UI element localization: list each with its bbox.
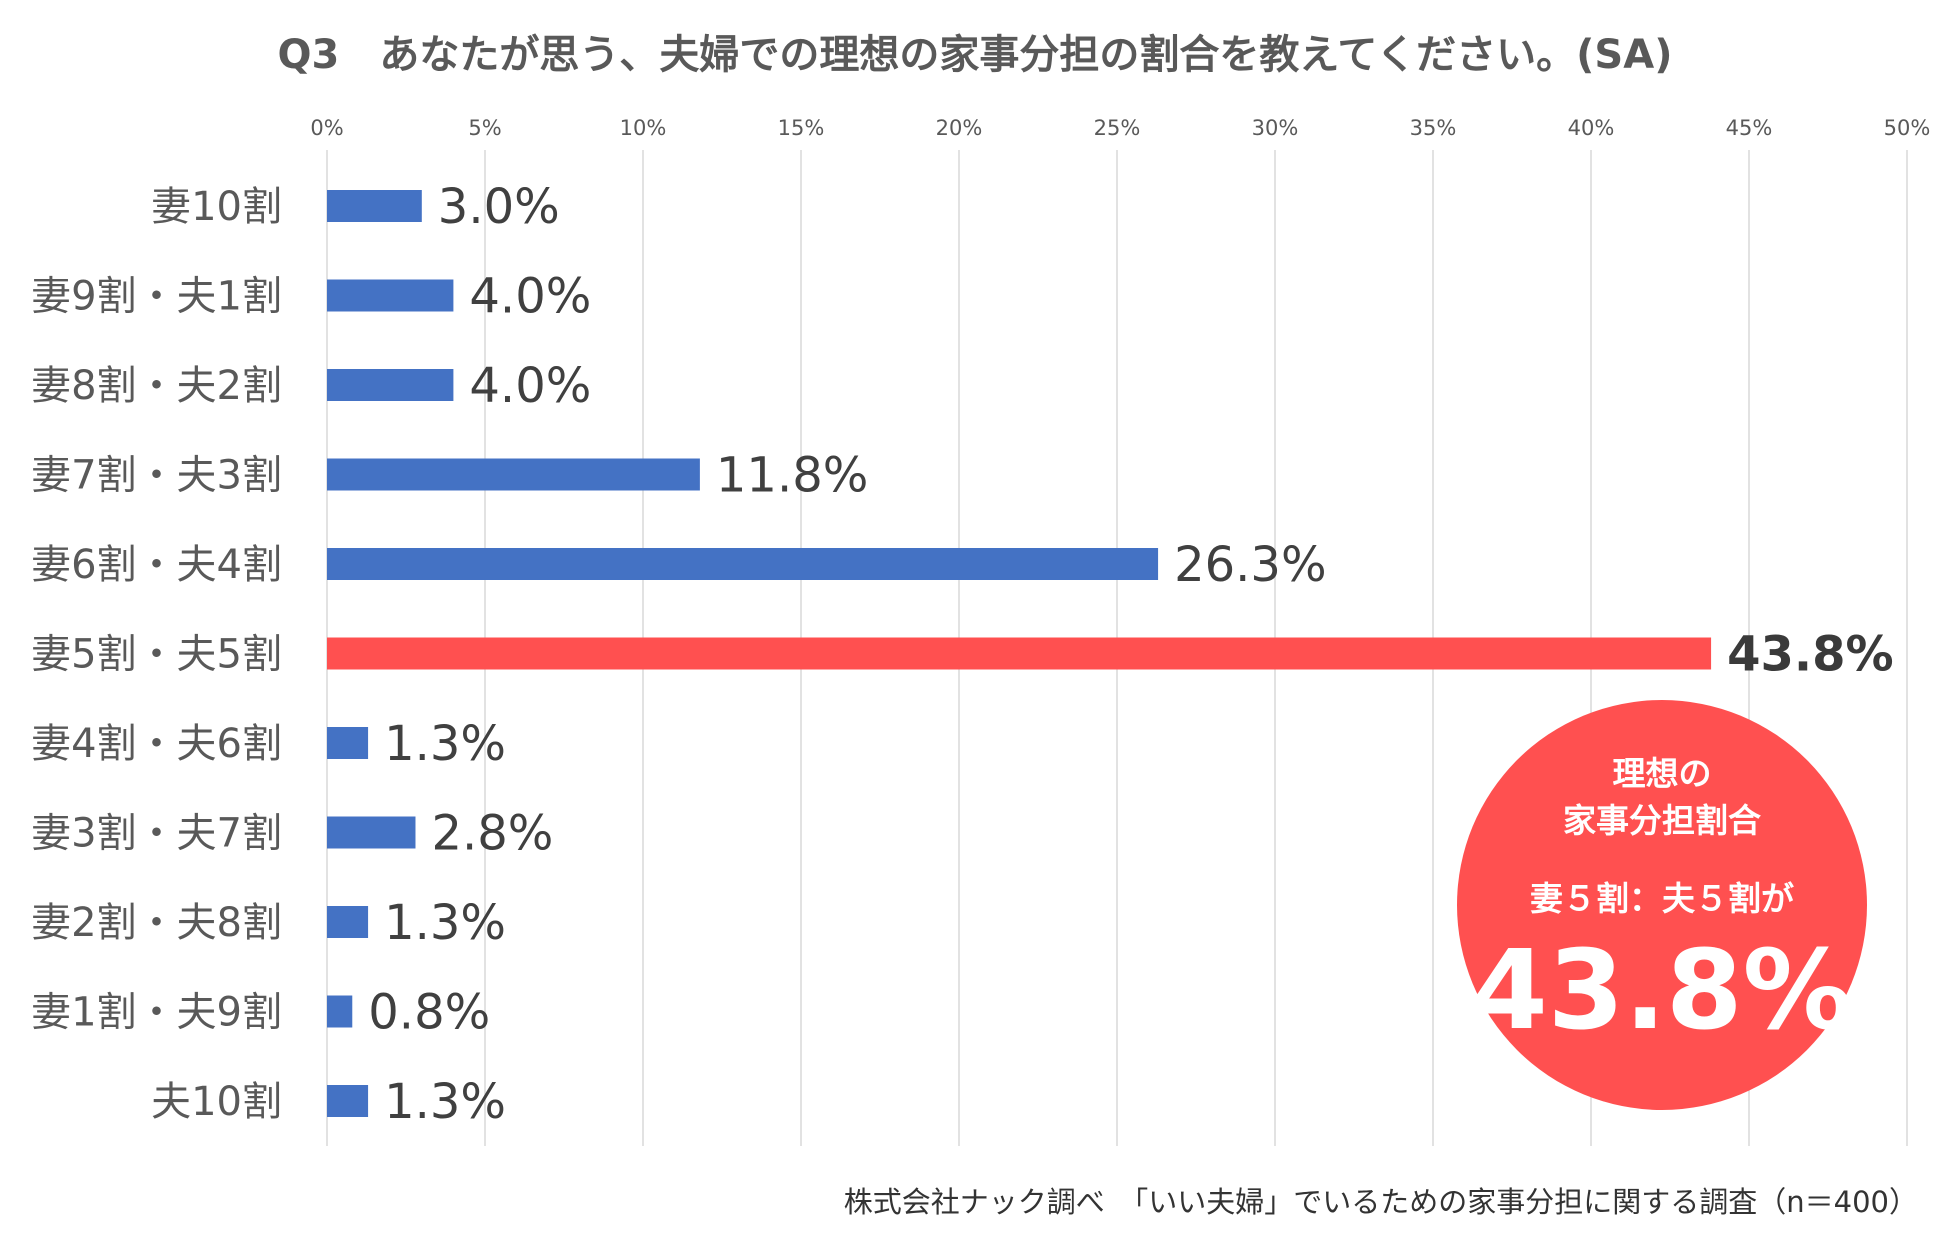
data-label: 1.3% [384,895,506,951]
x-tick-label: 5% [468,116,501,140]
highlight-badge: 理想の 家事分担割合 妻５割：夫５割が 43.8% [1457,700,1867,1110]
bar [327,369,454,401]
x-tick-label: 25% [1094,116,1141,140]
data-label: 2.8% [431,806,553,862]
bar [327,279,454,312]
source-note: 株式会社ナック調べ 「いい夫婦」でいるための家事分担に関する調査（n＝400） [844,1185,1918,1219]
bar [327,190,422,222]
category-label: 妻3割・夫7割 [31,811,282,857]
bar [327,727,369,759]
data-label: 43.8% [1727,627,1894,683]
bar [327,995,353,1028]
category-label: 妻9割・夫1割 [31,274,282,320]
category-labels: 妻10割妻9割・夫1割妻8割・夫2割妻7割・夫3割妻6割・夫4割妻5割・夫5割妻… [31,184,282,1125]
bar [327,548,1159,580]
x-axis-ticks: 0% 5% 10% 15% 20% 25% 30% 35% 40% 45% 50% [310,116,1930,140]
data-label: 11.8% [716,448,868,504]
data-label: 1.3% [384,716,506,772]
chart-title: Q3 あなたが思う、夫婦での理想の家事分担の割合を教えてください。(SA) [278,32,1673,78]
x-tick-label: 20% [936,116,983,140]
category-label: 妻1割・夫9割 [31,990,282,1036]
badge-line1: 理想の [1613,754,1712,793]
bar [327,906,369,938]
x-tick-label: 15% [778,116,825,140]
bar [327,458,700,491]
bar [327,816,416,849]
badge-line3: 妻５割：夫５割が [1530,879,1794,918]
data-label: 3.0% [438,179,560,235]
category-label: 妻4割・夫6割 [31,721,282,767]
x-tick-label: 35% [1410,116,1457,140]
data-label: 0.8% [368,985,490,1041]
bars [327,190,1712,1117]
x-tick-label: 50% [1884,116,1931,140]
bar [327,1085,369,1117]
data-label: 4.0% [469,358,591,414]
value-labels: 3.0% 4.0% 4.0% 11.8% 26.3% 43.8% 1.3% 2.8% 1.3% 0… [368,179,1893,1130]
x-tick-label: 30% [1252,116,1299,140]
category-label: 妻8割・夫2割 [31,363,282,409]
bar-highlight [327,637,1712,670]
badge-circle [1457,700,1867,1110]
x-tick-label: 10% [620,116,667,140]
x-tick-label: 40% [1568,116,1615,140]
x-tick-label: 0% [310,116,343,140]
data-label: 4.0% [469,269,591,325]
category-label: 妻5割・夫5割 [31,632,282,678]
category-label: 妻10割 [151,184,282,230]
category-label: 妻7割・夫3割 [31,453,282,499]
category-label: 妻6割・夫4割 [31,542,282,588]
x-tick-label: 45% [1726,116,1773,140]
category-label: 夫10割 [151,1079,282,1125]
badge-value: 43.8% [1471,926,1853,1054]
category-label: 妻2割・夫8割 [31,900,282,946]
badge-line2: 家事分担割合 [1563,801,1761,840]
data-label: 26.3% [1174,537,1326,593]
data-label: 1.3% [384,1074,506,1130]
